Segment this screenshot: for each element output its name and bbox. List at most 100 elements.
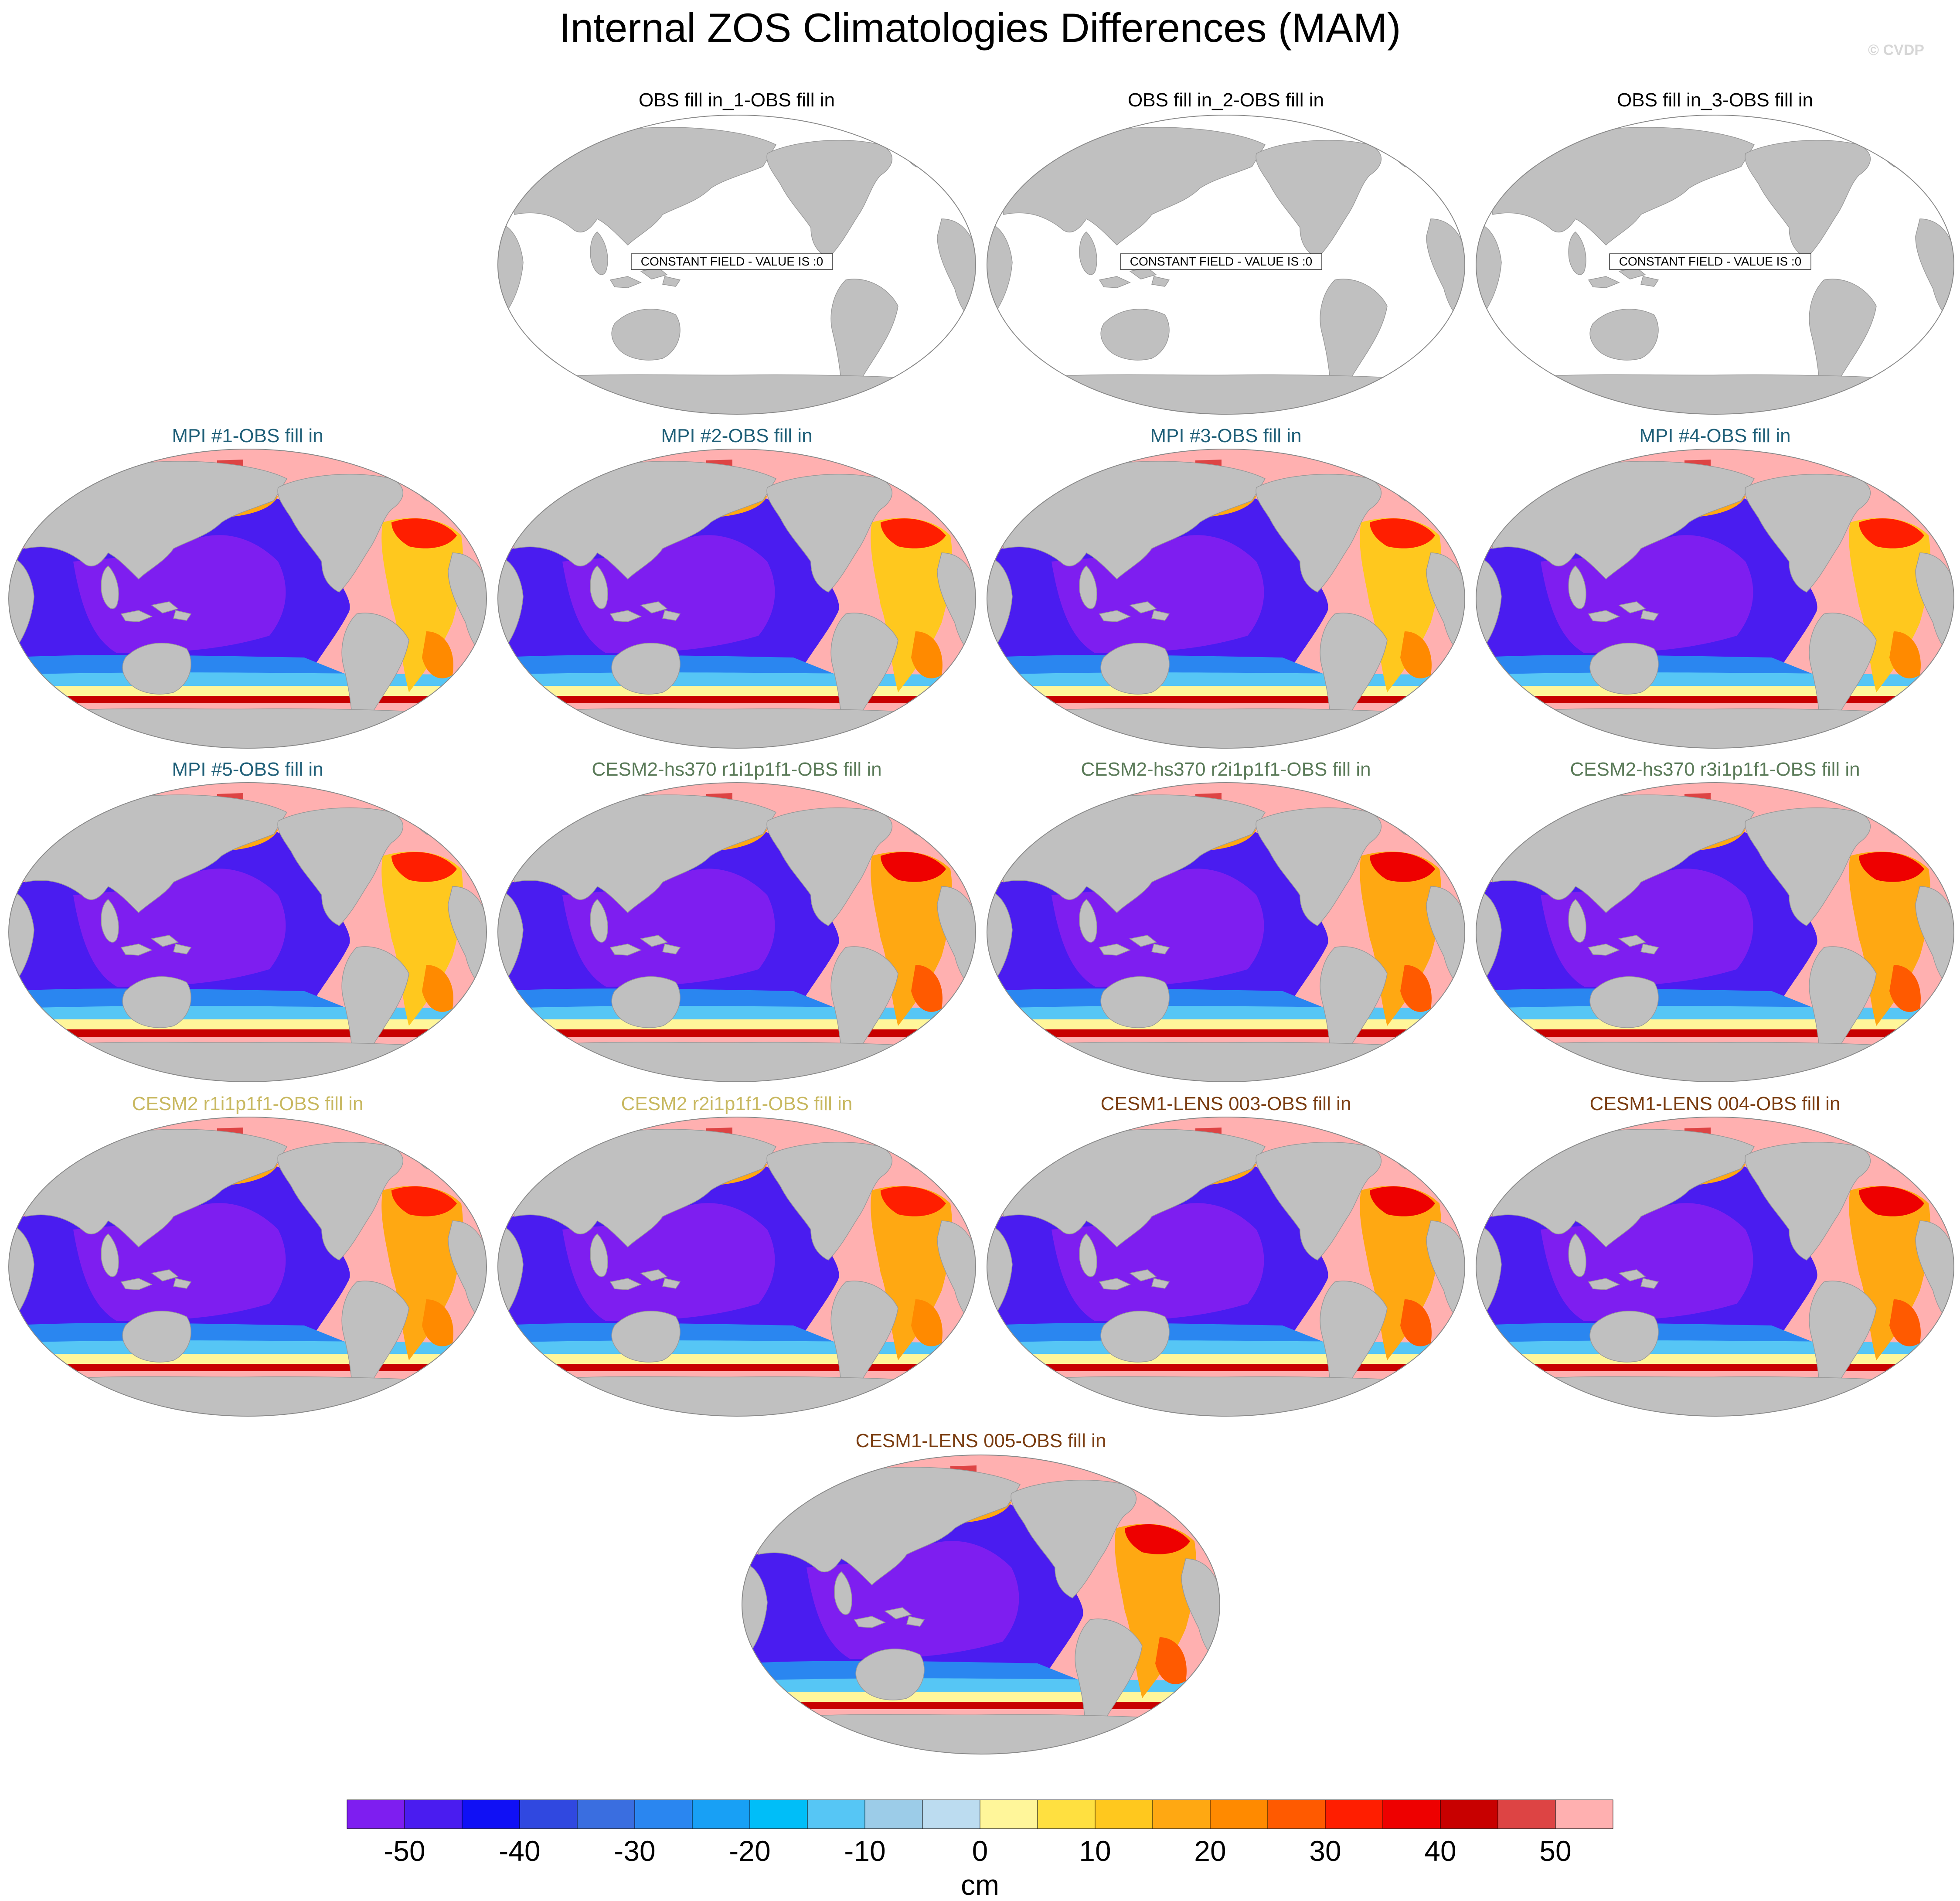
seasia-landmass — [590, 899, 608, 943]
indonesia-landmass — [1588, 601, 1659, 622]
panel-title: CESM2 r1i1p1f1-OBS fill in — [132, 1093, 364, 1114]
north-atlantic-anomaly — [1125, 1524, 1190, 1554]
map-panel — [987, 449, 1465, 749]
constant-field-text: CONSTANT FIELD - VALUE IS :0 — [1130, 255, 1313, 268]
indonesia-landmass — [609, 601, 681, 622]
map-panel — [987, 782, 1465, 1082]
seasia-landmass — [101, 899, 119, 943]
indonesia-landmass — [1588, 1269, 1659, 1290]
seasia-landmass — [834, 1571, 852, 1615]
colorbar-box — [922, 1799, 980, 1829]
colorbar-box — [1095, 1799, 1153, 1829]
seasia-landmass — [1568, 1233, 1586, 1277]
indonesia-landmass — [120, 935, 192, 956]
namerica-landmass — [1256, 474, 1382, 593]
colorbar-box — [864, 1799, 923, 1829]
north-atlantic-anomaly — [881, 518, 946, 548]
map-outline — [497, 1117, 976, 1417]
colorbar-box — [577, 1799, 635, 1829]
map-outline — [8, 449, 487, 749]
panel-title: OBS fill in_2-OBS fill in — [1128, 89, 1324, 111]
north-atlantic-anomaly — [1370, 518, 1435, 548]
colorbar-box — [749, 1799, 808, 1829]
australia-landmass — [855, 1649, 925, 1700]
north-atlantic-anomaly — [391, 518, 457, 548]
seasia-landmass — [1079, 899, 1097, 943]
australia-landmass — [1100, 976, 1170, 1028]
indonesia-landmass — [1099, 935, 1170, 956]
colorbar-tick-label: 10 — [1079, 1835, 1111, 1867]
map-outline — [497, 782, 976, 1082]
namerica-landmass — [766, 807, 893, 926]
namerica-landmass — [766, 140, 893, 259]
constant-field-label: CONSTANT FIELD - VALUE IS :0 — [1609, 253, 1811, 270]
map-panel — [497, 1117, 976, 1417]
colorbar-tick-label: 20 — [1194, 1835, 1226, 1867]
map-outline — [987, 449, 1465, 749]
panel-title: MPI #5-OBS fill in — [172, 759, 323, 780]
map-outline — [987, 115, 1465, 415]
map-outline — [8, 782, 487, 1082]
indonesia-landmass — [120, 1269, 192, 1290]
indonesia-landmass — [1099, 601, 1170, 622]
map-panel — [1476, 782, 1954, 1082]
panel-title: CESM2-hs370 r2i1p1f1-OBS fill in — [1081, 759, 1371, 780]
south-atlantic-anomaly — [911, 965, 943, 1012]
australia-landmass — [611, 309, 681, 361]
constant-field-text: CONSTANT FIELD - VALUE IS :0 — [641, 255, 823, 268]
north-atlantic-anomaly — [1859, 518, 1924, 548]
colorbar-box — [347, 1799, 405, 1829]
australia-landmass — [122, 643, 191, 695]
constant-field-text: CONSTANT FIELD - VALUE IS :0 — [1619, 255, 1802, 268]
map-panel — [742, 1455, 1220, 1755]
panel-title: OBS fill in_1-OBS fill in — [639, 89, 835, 111]
colorbar-box — [1267, 1799, 1326, 1829]
australia-landmass — [611, 643, 681, 695]
south-atlantic-anomaly — [1889, 1299, 1921, 1346]
australia-landmass — [611, 976, 681, 1028]
namerica-landmass — [1745, 807, 1871, 926]
namerica-landmass — [1256, 1141, 1382, 1261]
map-outline — [1476, 782, 1954, 1082]
australia-landmass — [1589, 976, 1659, 1028]
australia-landmass — [1589, 643, 1659, 695]
map-outline — [8, 1117, 487, 1417]
south-atlantic-anomaly — [422, 1299, 453, 1346]
seasia-landmass — [1079, 565, 1097, 609]
map-panel: CONSTANT FIELD - VALUE IS :0 — [987, 115, 1465, 415]
colorbar-tick-label: 0 — [972, 1835, 988, 1867]
south-atlantic-anomaly — [1400, 965, 1432, 1012]
map-outline — [987, 782, 1465, 1082]
north-atlantic-anomaly — [1859, 852, 1924, 882]
namerica-landmass — [1745, 140, 1871, 259]
panel-title: MPI #1-OBS fill in — [172, 425, 323, 446]
australia-landmass — [1589, 309, 1659, 361]
seasia-landmass — [1079, 1233, 1097, 1277]
south-atlantic-anomaly — [422, 965, 453, 1012]
north-atlantic-anomaly — [881, 852, 946, 882]
seasia-landmass — [590, 231, 608, 275]
panel-title: CESM2-hs370 r3i1p1f1-OBS fill in — [1570, 759, 1860, 780]
namerica-landmass — [1256, 807, 1382, 926]
indonesia-landmass — [609, 935, 681, 956]
panel-title: CESM1-LENS 003-OBS fill in — [1100, 1093, 1351, 1114]
colorbar-units: cm — [961, 1869, 999, 1901]
colorbar-tick-label: -30 — [614, 1835, 655, 1867]
indonesia-landmass — [1588, 267, 1659, 288]
seasia-landmass — [1079, 231, 1097, 275]
figure-title: Internal ZOS Climatologies Differences (… — [559, 5, 1401, 51]
namerica-landmass — [277, 474, 404, 593]
map-outline — [1476, 115, 1954, 415]
map-panel: CONSTANT FIELD - VALUE IS :0 — [497, 115, 976, 415]
namerica-landmass — [1011, 1479, 1137, 1598]
australia-landmass — [1589, 1311, 1659, 1363]
colorbar-box — [980, 1799, 1038, 1829]
australia-landmass — [122, 1311, 191, 1363]
colorbar-box — [692, 1799, 750, 1829]
map-panel — [1476, 449, 1954, 749]
colorbar-box — [1152, 1799, 1211, 1829]
panel-title: MPI #3-OBS fill in — [1150, 425, 1302, 446]
colorbar-box — [404, 1799, 463, 1829]
seasia-landmass — [590, 1233, 608, 1277]
map-panel — [497, 449, 976, 749]
